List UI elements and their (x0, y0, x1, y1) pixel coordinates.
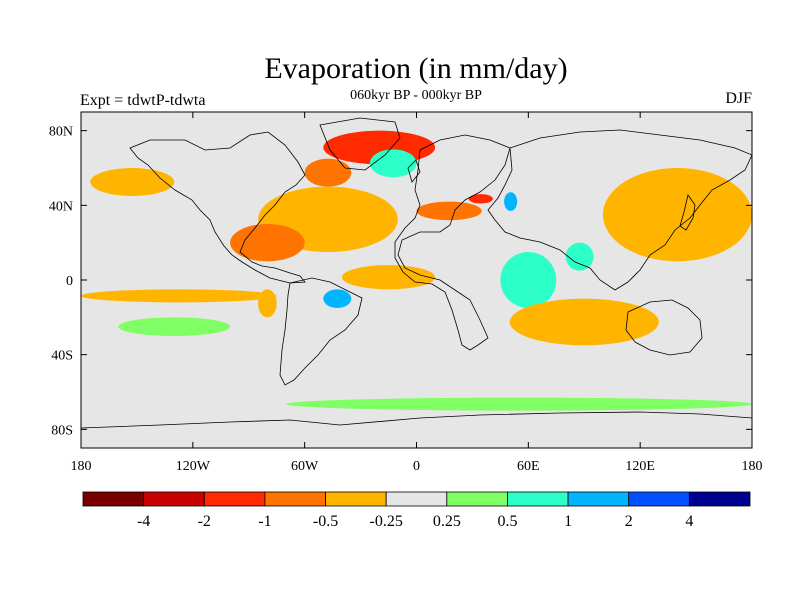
greenland-coastline (319, 117, 401, 171)
x-tick-label: 60W (291, 459, 319, 474)
region-13 (509, 298, 659, 346)
japan-coastline (679, 194, 696, 231)
plot-subtitle: 060kyr BP - 000kyr BP (350, 88, 482, 103)
y-tick-label: 40S (51, 349, 73, 364)
colorbar-swatch (143, 491, 205, 507)
y-tick-label: 80S (51, 423, 73, 438)
region-21 (286, 397, 752, 411)
region-24 (323, 289, 352, 308)
region-23 (258, 289, 277, 318)
experiment-label: Expt = tdwtP-tdwta (80, 92, 206, 109)
colorbar-label: 4 (685, 513, 693, 530)
uk-coastline (407, 159, 421, 183)
region-10 (81, 289, 277, 303)
colorbar-swatch (82, 491, 145, 507)
anomaly-regions (81, 130, 752, 411)
x-tick-label: 180 (742, 459, 763, 474)
colorbar-label: 0.25 (433, 513, 461, 530)
x-tick-label: 60E (517, 459, 540, 474)
plot-title: Evaporation (in mm/day) (264, 52, 568, 85)
australia-coastline (625, 299, 703, 356)
y-tick-label: 80N (49, 125, 73, 140)
region-19 (99, 364, 249, 383)
europe-africa-coastline (394, 134, 511, 351)
colorbar-label: -2 (198, 513, 211, 530)
x-tick-label: 180 (71, 459, 92, 474)
region-14 (565, 242, 594, 271)
x-tick-label: 120W (176, 459, 211, 474)
x-axis: 180 120W 60W 0 60E 120E 180 (71, 112, 763, 474)
colorbar: -4 -2 -1 -0.5 -0.25 0.25 0.5 1 2 4 (82, 491, 751, 530)
colorbar-swatch (203, 491, 266, 507)
region-22 (118, 317, 231, 336)
region-9 (81, 261, 268, 280)
colorbar-swatch (567, 491, 630, 507)
colorbar-label: -1 (258, 513, 271, 530)
x-tick-label: 0 (413, 459, 420, 474)
colorbar-label: 0.5 (497, 513, 517, 530)
north-america-coastline (129, 131, 306, 284)
region-11 (341, 265, 436, 290)
coastlines (81, 117, 752, 429)
region-4 (369, 149, 417, 178)
y-tick-label: 0 (66, 274, 73, 289)
region-6 (602, 168, 752, 262)
region-7 (90, 168, 175, 196)
y-tick-label: 40N (49, 199, 73, 214)
season-label: DJF (725, 90, 752, 107)
colorbar-swatch (507, 491, 569, 507)
antarctica-coastline (81, 411, 752, 429)
region-8 (230, 224, 305, 262)
colorbar-label: -0.25 (370, 513, 403, 530)
y-axis: 80N 40N 0 40S 80S (49, 125, 752, 438)
x-tick-label: 120E (625, 459, 655, 474)
colorbar-label: 2 (625, 513, 633, 530)
region-16 (504, 192, 518, 211)
region-18 (351, 308, 445, 346)
region-15 (416, 201, 482, 221)
region-17 (468, 194, 493, 204)
colorbar-swatch (385, 491, 448, 507)
asia-coastline (487, 129, 752, 291)
south-america-coastline (279, 277, 363, 386)
colorbar-swatch (264, 491, 326, 507)
colorbar-label: -0.5 (313, 513, 338, 530)
colorbar-swatch (688, 491, 751, 507)
colorbar-label: 1 (564, 513, 572, 530)
colorbar-swatch (325, 491, 387, 507)
region-12 (500, 252, 557, 308)
region-3 (304, 158, 352, 187)
colorbar-swatch (628, 491, 690, 507)
colorbar-swatch (446, 491, 508, 507)
region-20 (453, 364, 697, 383)
colorbar-label: -4 (137, 513, 150, 530)
